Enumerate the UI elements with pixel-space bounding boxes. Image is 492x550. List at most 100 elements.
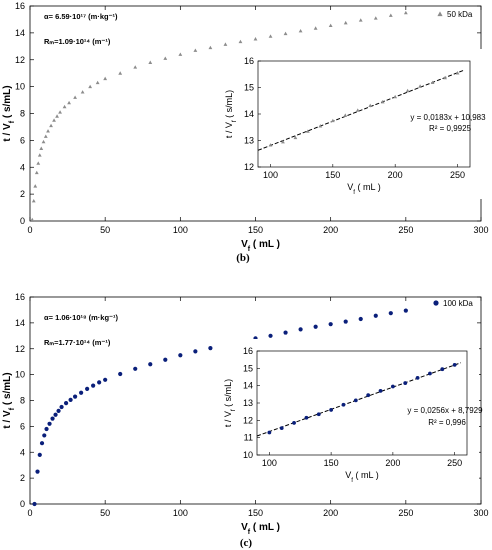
y-tick-label: 8 (20, 109, 25, 119)
data-point (95, 80, 100, 85)
annotation-alpha: α= 1.06·10¹⁸ (m·kg⁻¹) (44, 313, 119, 322)
data-point (55, 114, 59, 118)
inset-data-point (380, 99, 385, 104)
inset-data-point (390, 384, 395, 389)
data-point (103, 377, 108, 382)
inset-chart: 100 150 200 250 12 13 14 15 16 Vf ( mL ) t / Vf ( … (218, 49, 486, 199)
inset-y-tick-label: 12 (244, 162, 254, 172)
inset-y-axis-label: t / Vf ( s/mL) (224, 90, 238, 138)
x-tick-label: 150 (248, 225, 263, 235)
y-tick-label: 4 (20, 447, 25, 457)
data-point (35, 469, 40, 474)
x-tick-label: 50 (100, 508, 110, 518)
data-point (148, 362, 153, 367)
data-point (193, 349, 198, 354)
data-point (30, 217, 35, 222)
y-tick-label: 10 (15, 82, 25, 92)
data-point (298, 327, 303, 332)
inset-data-point (440, 367, 445, 372)
data-point (37, 153, 42, 157)
inset-x-tick-label: 200 (388, 170, 403, 180)
data-point (373, 16, 378, 20)
inset-y-tick-label: 15 (244, 83, 254, 93)
data-point (42, 433, 47, 438)
inset-data-point (281, 139, 285, 144)
inset-x-tick-label: 200 (385, 458, 400, 468)
inset-data-point (267, 430, 272, 435)
data-point (59, 404, 64, 410)
inset-data-point (292, 421, 296, 425)
data-point (56, 408, 61, 413)
data-point (91, 383, 96, 388)
data-point (343, 20, 348, 25)
y-tick-label: 10 (15, 370, 25, 380)
data-point (403, 308, 408, 313)
inset-chart: 100 150 200 250 10 11 12 13 14 15 16 Vf ( mL ) t / V… (217, 339, 483, 487)
inset-data-point (304, 415, 309, 420)
x-tick-label: 300 (473, 508, 488, 518)
data-point (39, 146, 44, 150)
data-point (31, 198, 36, 203)
inset-y-tick-label: 16 (243, 346, 253, 356)
data-point (388, 311, 393, 316)
annotation-alpha: α= 6.59·10¹⁷ (m·kg⁻¹) (44, 12, 118, 21)
x-tick-label: 200 (323, 225, 338, 235)
inset-data-point (305, 129, 310, 133)
inset-y-axis-label: t / Vf ( s/mL) (223, 379, 237, 427)
inset-x-tick-label: 100 (262, 458, 277, 468)
data-point (53, 412, 58, 417)
data-point (67, 100, 71, 105)
data-point (403, 10, 408, 15)
data-point (73, 394, 78, 399)
inset-y-tick-label: 12 (243, 415, 253, 425)
data-point (268, 34, 273, 38)
x-tick-label: 150 (248, 508, 263, 518)
panel-label: (c) (240, 537, 253, 549)
data-point (313, 26, 318, 30)
inset-background (217, 339, 479, 487)
inset-y-tick-label: 16 (244, 56, 254, 66)
x-axis-label: Vf ( mL ) (241, 522, 280, 536)
y-tick-label: 14 (15, 28, 25, 38)
y-tick-label: 0 (20, 499, 25, 509)
inset-data-point (355, 108, 360, 112)
inset-x-tick-label: 250 (450, 170, 465, 180)
x-axis-label: Vf ( mL ) (241, 239, 280, 253)
inset-x-tick-label: 250 (447, 458, 462, 468)
inset-data-point (316, 412, 321, 417)
inset-x-axis-label: Vf ( mL ) (345, 470, 378, 484)
y-tick-label: 6 (20, 421, 25, 431)
inset-data-point (415, 375, 420, 380)
data-point (68, 397, 73, 402)
data-point (85, 386, 90, 391)
inset-y-tick-label: 14 (244, 109, 254, 119)
data-point (283, 330, 288, 335)
inset-data-point (366, 393, 371, 398)
y-tick-label: 0 (20, 216, 25, 226)
data-point (313, 324, 318, 329)
y-tick-label: 14 (15, 318, 25, 328)
data-point (118, 71, 123, 75)
data-point (223, 42, 228, 46)
trendline (256, 362, 461, 437)
x-tick-label: 50 (100, 225, 110, 235)
y-axis-label: t / Vf ( s/mL) (2, 85, 16, 141)
inset-data-point (293, 135, 298, 140)
x-tick-label: 250 (398, 225, 413, 235)
legend-label: 50 kDa (447, 10, 473, 19)
inset-data-point (418, 84, 423, 88)
inset-data-point (368, 103, 373, 108)
inset-data-point (428, 371, 432, 376)
inset-data-point (443, 75, 447, 80)
y-tick-label: 4 (20, 162, 25, 172)
data-point (388, 13, 393, 17)
data-point (328, 23, 333, 28)
data-point (52, 118, 56, 122)
inset-y-tick-label: 15 (243, 363, 253, 373)
data-point (208, 346, 213, 351)
data-point (73, 95, 77, 99)
data-point (358, 18, 363, 22)
inset-data-point (405, 88, 410, 93)
data-point (118, 371, 123, 377)
